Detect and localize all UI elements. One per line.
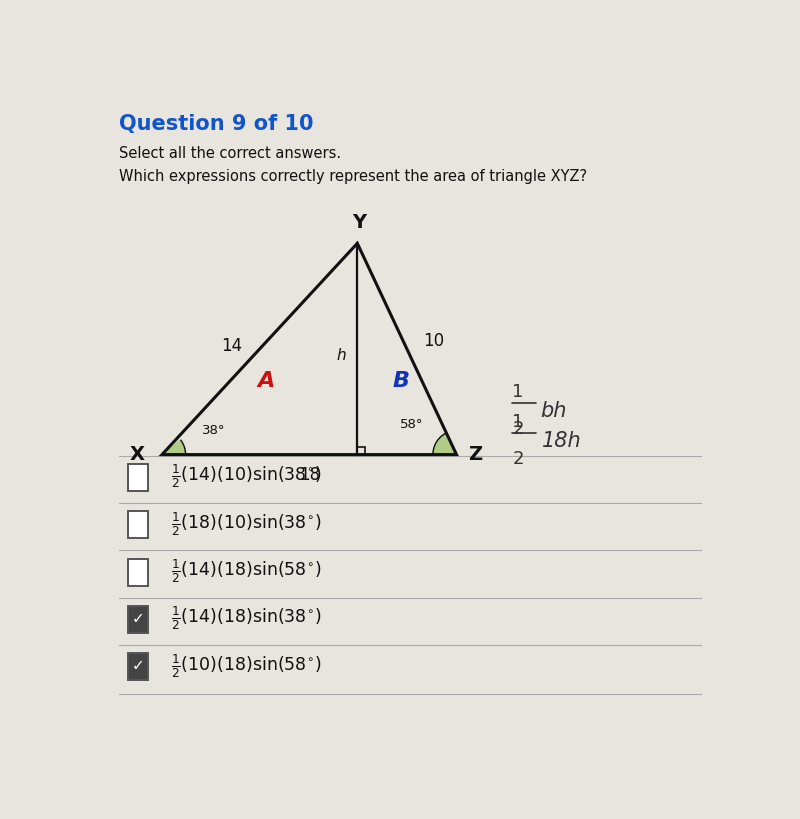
FancyBboxPatch shape xyxy=(128,654,148,681)
Text: 1: 1 xyxy=(512,383,524,401)
Polygon shape xyxy=(433,433,457,455)
Text: 18: 18 xyxy=(298,466,320,484)
Text: bh: bh xyxy=(540,401,566,421)
Text: 2: 2 xyxy=(512,420,524,438)
Text: X: X xyxy=(130,445,145,464)
Text: $\frac{1}{2}(10)(18)\sin(58^{\circ})$: $\frac{1}{2}(10)(18)\sin(58^{\circ})$ xyxy=(171,652,322,680)
Text: Question 9 of 10: Question 9 of 10 xyxy=(118,114,313,134)
Text: 10: 10 xyxy=(423,333,444,351)
Text: 18h: 18h xyxy=(542,431,582,450)
FancyBboxPatch shape xyxy=(128,606,148,633)
Text: 58°: 58° xyxy=(399,418,423,431)
Text: 1: 1 xyxy=(512,413,524,431)
Text: 14: 14 xyxy=(221,337,242,355)
Text: $\frac{1}{2}(14)(18)\sin(58^{\circ})$: $\frac{1}{2}(14)(18)\sin(58^{\circ})$ xyxy=(171,558,322,585)
Text: Y: Y xyxy=(352,213,366,232)
Text: Select all the correct answers.: Select all the correct answers. xyxy=(118,146,341,161)
Text: Z: Z xyxy=(468,445,482,464)
Text: A: A xyxy=(258,371,274,391)
Polygon shape xyxy=(162,440,186,455)
FancyBboxPatch shape xyxy=(128,559,148,586)
Text: B: B xyxy=(392,371,409,391)
Text: 2: 2 xyxy=(512,450,524,468)
Text: $\frac{1}{2}(14)(10)\sin(38^{\circ})$: $\frac{1}{2}(14)(10)\sin(38^{\circ})$ xyxy=(171,463,322,491)
Text: ✓: ✓ xyxy=(132,611,145,626)
Text: h: h xyxy=(337,348,346,363)
Text: $\frac{1}{2}(18)(10)\sin(38^{\circ})$: $\frac{1}{2}(18)(10)\sin(38^{\circ})$ xyxy=(171,510,322,538)
Text: ✓: ✓ xyxy=(132,658,145,673)
FancyBboxPatch shape xyxy=(128,464,148,491)
Text: $\frac{1}{2}(14)(18)\sin(38^{\circ})$: $\frac{1}{2}(14)(18)\sin(38^{\circ})$ xyxy=(171,604,322,632)
Text: Which expressions correctly represent the area of triangle XYZ?: Which expressions correctly represent th… xyxy=(118,169,586,184)
FancyBboxPatch shape xyxy=(128,511,148,538)
Text: 38°: 38° xyxy=(202,424,226,437)
